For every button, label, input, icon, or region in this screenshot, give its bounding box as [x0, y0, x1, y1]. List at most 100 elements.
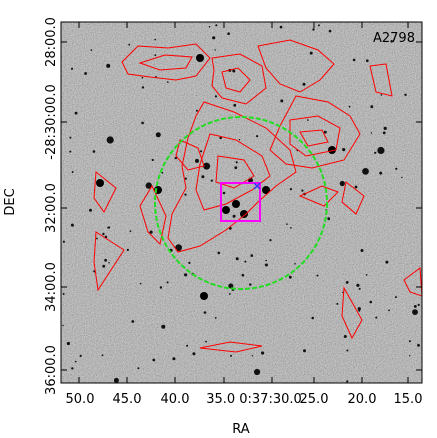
star — [269, 239, 272, 242]
star — [230, 354, 232, 357]
star — [167, 81, 169, 83]
star — [89, 208, 92, 212]
star — [286, 223, 288, 225]
star — [215, 24, 218, 27]
star — [394, 296, 397, 299]
star — [382, 131, 386, 135]
x-tick-marks — [78, 22, 409, 383]
star — [311, 316, 315, 320]
star — [249, 283, 252, 286]
star — [62, 324, 64, 327]
y-tick-marks — [61, 41, 422, 371]
star — [107, 226, 111, 229]
star — [294, 263, 296, 265]
star — [323, 130, 327, 134]
star — [388, 309, 390, 312]
star — [66, 341, 70, 346]
star — [265, 259, 268, 262]
star — [219, 136, 222, 140]
star — [370, 105, 374, 109]
center-marker — [253, 182, 261, 190]
star — [172, 357, 176, 361]
star — [336, 302, 339, 305]
star — [184, 193, 187, 196]
star — [379, 171, 383, 175]
star — [238, 139, 241, 141]
star — [251, 355, 254, 357]
star — [358, 309, 361, 312]
star — [280, 99, 284, 103]
bright-source — [96, 179, 104, 187]
star — [327, 217, 331, 221]
star — [250, 254, 254, 257]
star — [357, 307, 361, 311]
star — [217, 251, 221, 255]
plot-frame — [60, 21, 423, 384]
star — [383, 126, 387, 130]
star — [188, 261, 191, 264]
star — [261, 351, 265, 355]
star — [354, 185, 358, 189]
star — [154, 38, 156, 41]
star — [316, 274, 319, 277]
star — [290, 227, 292, 229]
star — [70, 223, 74, 227]
star — [362, 168, 369, 175]
x-tick-label: 50.0 — [66, 392, 95, 407]
star — [288, 275, 292, 279]
star — [161, 171, 164, 174]
star — [131, 320, 135, 323]
star — [71, 171, 74, 173]
star — [84, 72, 87, 75]
star — [404, 93, 407, 97]
star — [317, 24, 320, 27]
bright-source — [196, 54, 204, 62]
star — [102, 232, 105, 236]
star — [222, 191, 226, 195]
star — [366, 59, 369, 62]
star — [74, 111, 78, 115]
star — [166, 281, 169, 284]
y-axis-title: DEC — [3, 188, 18, 215]
star — [186, 344, 189, 347]
star — [174, 156, 177, 160]
star — [408, 340, 411, 343]
star — [129, 230, 132, 233]
star — [113, 377, 119, 383]
star — [154, 54, 157, 57]
star — [256, 135, 259, 138]
star — [128, 43, 131, 46]
y-tick-label: 32:00.0 — [44, 183, 59, 233]
star — [106, 63, 111, 68]
y-tick-label: -28:30:00.0 — [44, 84, 59, 159]
star — [301, 189, 304, 192]
star — [184, 177, 187, 180]
star — [184, 273, 188, 277]
star — [79, 354, 82, 357]
star — [159, 286, 163, 289]
star — [200, 150, 203, 153]
star — [214, 317, 217, 319]
star — [106, 136, 114, 144]
star — [228, 293, 231, 295]
selection-box — [220, 182, 261, 222]
star — [74, 360, 77, 363]
star — [358, 287, 361, 290]
star — [233, 103, 237, 107]
star — [343, 335, 347, 338]
star — [279, 25, 283, 29]
star — [210, 179, 213, 182]
star — [401, 176, 403, 179]
star — [141, 86, 145, 89]
star — [126, 248, 129, 251]
bright-source — [262, 186, 270, 194]
star — [241, 273, 245, 277]
star — [101, 354, 104, 357]
star — [374, 151, 377, 154]
star — [203, 311, 207, 314]
star — [365, 274, 368, 276]
star — [62, 292, 65, 295]
star — [141, 121, 144, 125]
star — [345, 281, 349, 284]
